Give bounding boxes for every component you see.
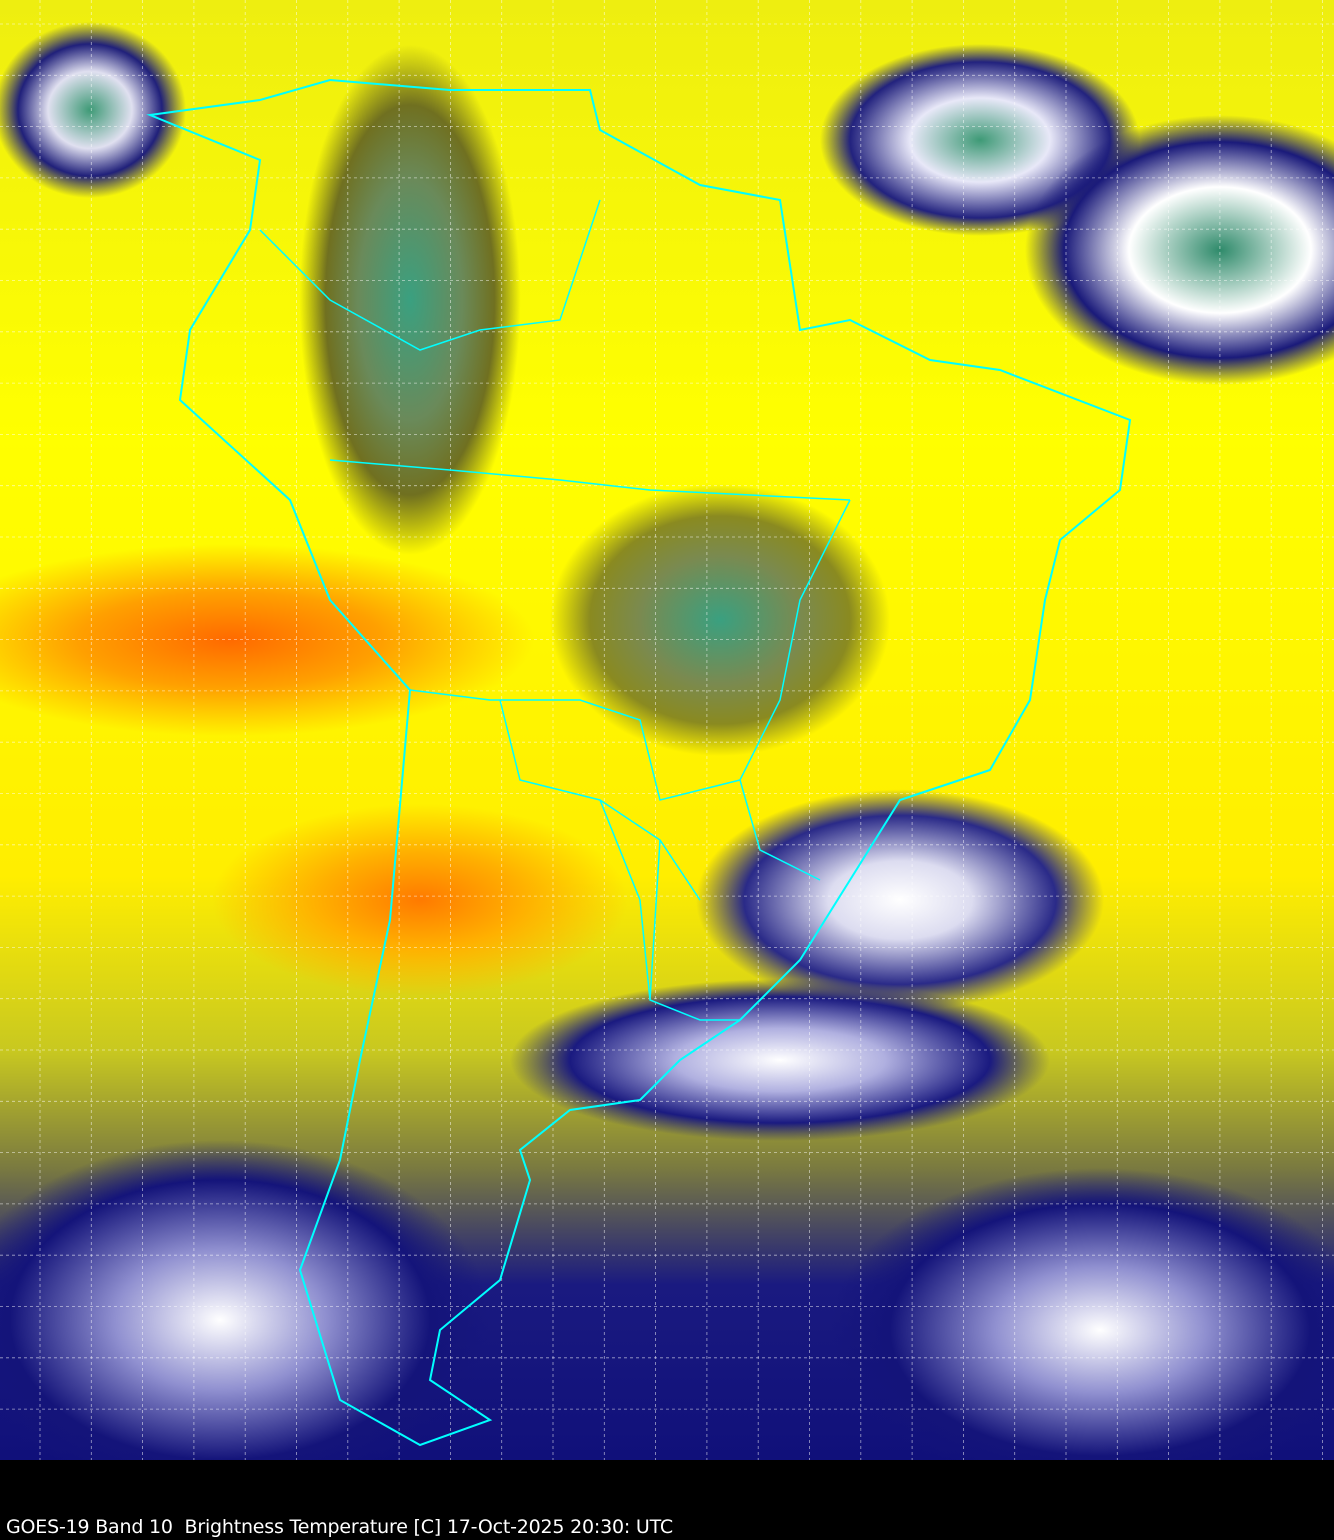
- image-caption: GOES-19 Band 10 Brightness Temperature […: [6, 1516, 673, 1538]
- country-borders: [259, 199, 851, 1021]
- lat-lon-grid: [0, 0, 1334, 1460]
- continent-outline: [146, 78, 1132, 1447]
- satellite-image: [0, 0, 1334, 1460]
- map-overlay: [0, 0, 1334, 1460]
